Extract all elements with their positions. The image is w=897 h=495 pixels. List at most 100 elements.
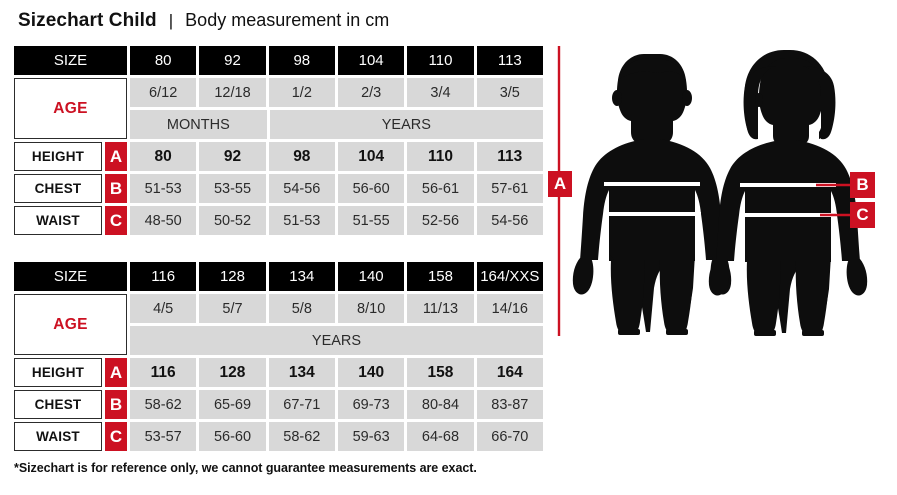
age-unit-cell: YEARS bbox=[130, 326, 543, 355]
measurement-value-cell: 64-68 bbox=[407, 422, 474, 451]
age-value-cell: 5/8 bbox=[268, 294, 335, 323]
size-header-cell: 113 bbox=[476, 46, 543, 75]
measurement-value-cell: 128 bbox=[199, 358, 266, 387]
measurement-value-cell: 164 bbox=[476, 358, 543, 387]
age-unit-cell: MONTHS bbox=[130, 110, 267, 139]
measurement-value-cell: 54-56 bbox=[476, 206, 543, 235]
age-value-cell: 2/3 bbox=[337, 78, 405, 107]
size-header-cell: 92 bbox=[199, 46, 266, 75]
measurement-value-cell: 83-87 bbox=[476, 390, 543, 419]
size-header-cell: 98 bbox=[268, 46, 335, 75]
age-block: AGE 4/5 5/7 5/8 8/10 11/13 14/16 YEARS bbox=[14, 294, 543, 355]
title-subtitle: Body measurement in cm bbox=[185, 10, 390, 30]
size-header-label: SIZE bbox=[14, 46, 127, 75]
measurement-value-cell: 92 bbox=[199, 142, 266, 171]
measurement-key-a: A bbox=[105, 142, 127, 171]
measurement-value-cell: 104 bbox=[337, 142, 405, 171]
boy-measure-bands bbox=[604, 182, 701, 216]
measurement-name-waist: WAIST bbox=[14, 422, 102, 451]
age-value-cell: 5/7 bbox=[199, 294, 266, 323]
sizechart-table-2: SIZE 116 128 134 140 158 164/XXS AGE 4/5 5/7 5/8 8/… bbox=[14, 262, 543, 451]
size-header-cell: 116 bbox=[130, 262, 197, 291]
measurement-value-cell: 50-52 bbox=[199, 206, 266, 235]
measurement-value-cell: 51-53 bbox=[130, 174, 197, 203]
age-block: AGE 6/12 12/18 1/2 2/3 3/4 3/5 MONTHS YEARS bbox=[14, 78, 543, 139]
age-label: AGE bbox=[14, 78, 127, 139]
table-header-row: SIZE 116 128 134 140 158 164/XXS bbox=[14, 262, 543, 291]
measurement-value-cell: 65-69 bbox=[199, 390, 266, 419]
measurement-key-a: A bbox=[105, 358, 127, 387]
measurement-value-cell: 69-73 bbox=[337, 390, 405, 419]
title-separator: | bbox=[168, 11, 174, 30]
measurement-key-c: C bbox=[105, 422, 127, 451]
measurement-value-cell: 56-60 bbox=[337, 174, 405, 203]
measurement-name-waist: WAIST bbox=[14, 206, 102, 235]
size-header-cell: 128 bbox=[199, 262, 266, 291]
measurement-name-height: HEIGHT bbox=[14, 358, 102, 387]
age-value-cell: 3/4 bbox=[407, 78, 474, 107]
age-units-row: YEARS bbox=[130, 326, 543, 355]
size-header-label: SIZE bbox=[14, 262, 127, 291]
boy-silhouette-icon bbox=[572, 54, 732, 335]
age-value-cell: 4/5 bbox=[130, 294, 197, 323]
marker-b-badge: B bbox=[850, 172, 875, 198]
measurement-value-cell: 56-60 bbox=[199, 422, 266, 451]
measurement-value-cell: 56-61 bbox=[407, 174, 474, 203]
measurement-row-height: HEIGHT A 80 92 98 104 110 113 bbox=[14, 142, 543, 171]
marker-a-badge: A bbox=[548, 171, 572, 197]
measurement-value-cell: 80 bbox=[130, 142, 197, 171]
measurement-value-cell: 48-50 bbox=[130, 206, 197, 235]
measurement-value-cell: 57-61 bbox=[476, 174, 543, 203]
measurement-row-waist: WAIST C 53-57 56-60 58-62 59-63 64-68 66-70 bbox=[14, 422, 543, 451]
size-header-cell: 80 bbox=[130, 46, 197, 75]
sizechart-table-1: SIZE 80 92 98 104 110 113 AGE 6/12 12/18 1/2 2/3 3/4… bbox=[14, 46, 543, 235]
measurement-value-cell: 51-53 bbox=[268, 206, 335, 235]
age-value-cell: 11/13 bbox=[407, 294, 474, 323]
age-units-row: MONTHS YEARS bbox=[130, 110, 543, 139]
measurement-key-b: B bbox=[105, 174, 127, 203]
measurement-value-cell: 80-84 bbox=[407, 390, 474, 419]
age-values-row: 6/12 12/18 1/2 2/3 3/4 3/5 bbox=[130, 78, 543, 107]
age-values-row: 4/5 5/7 5/8 8/10 11/13 14/16 bbox=[130, 294, 543, 323]
measurement-row-chest: CHEST B 51-53 53-55 54-56 56-60 56-61 57-61 bbox=[14, 174, 543, 203]
measurement-value-cell: 67-71 bbox=[268, 390, 335, 419]
size-header-cell: 158 bbox=[407, 262, 474, 291]
measurement-value-cell: 110 bbox=[407, 142, 474, 171]
measurement-value-cell: 59-63 bbox=[337, 422, 405, 451]
measurement-value-cell: 58-62 bbox=[268, 422, 335, 451]
body-measurement-diagram: A B C bbox=[548, 36, 893, 346]
measurement-name-height: HEIGHT bbox=[14, 142, 102, 171]
measurement-name-chest: CHEST bbox=[14, 390, 102, 419]
page-title: Sizechart Child | Body measurement in cm bbox=[18, 10, 389, 32]
measurement-row-height: HEIGHT A 116 128 134 140 158 164 bbox=[14, 358, 543, 387]
measurement-value-cell: 134 bbox=[268, 358, 335, 387]
measurement-value-cell: 116 bbox=[130, 358, 197, 387]
measurement-value-cell: 66-70 bbox=[476, 422, 543, 451]
measurement-value-cell: 52-56 bbox=[407, 206, 474, 235]
measurement-key-b: B bbox=[105, 390, 127, 419]
girl-silhouette-icon bbox=[708, 50, 868, 336]
measurement-row-waist: WAIST C 48-50 50-52 51-53 51-55 52-56 54-56 bbox=[14, 206, 543, 235]
age-value-cell: 6/12 bbox=[130, 78, 197, 107]
measurement-value-cell: 58-62 bbox=[130, 390, 197, 419]
table-header-row: SIZE 80 92 98 104 110 113 bbox=[14, 46, 543, 75]
age-value-cell: 3/5 bbox=[476, 78, 543, 107]
title-main: Sizechart Child bbox=[18, 10, 157, 31]
age-value-cell: 14/16 bbox=[476, 294, 543, 323]
measurement-value-cell: 53-57 bbox=[130, 422, 197, 451]
size-header-cell: 104 bbox=[337, 46, 405, 75]
marker-c-badge: C bbox=[850, 202, 875, 228]
size-header-cell: 164/XXS bbox=[476, 262, 543, 291]
measurement-value-cell: 53-55 bbox=[199, 174, 266, 203]
age-value-cell: 12/18 bbox=[199, 78, 266, 107]
measurement-value-cell: 51-55 bbox=[337, 206, 405, 235]
footnote-disclaimer: *Sizechart is for reference only, we can… bbox=[14, 461, 477, 475]
measurement-value-cell: 98 bbox=[268, 142, 335, 171]
age-unit-cell: YEARS bbox=[269, 110, 543, 139]
measurement-value-cell: 158 bbox=[407, 358, 474, 387]
measurement-key-c: C bbox=[105, 206, 127, 235]
size-header-cell: 140 bbox=[337, 262, 405, 291]
size-header-cell: 134 bbox=[268, 262, 335, 291]
age-value-cell: 1/2 bbox=[268, 78, 335, 107]
